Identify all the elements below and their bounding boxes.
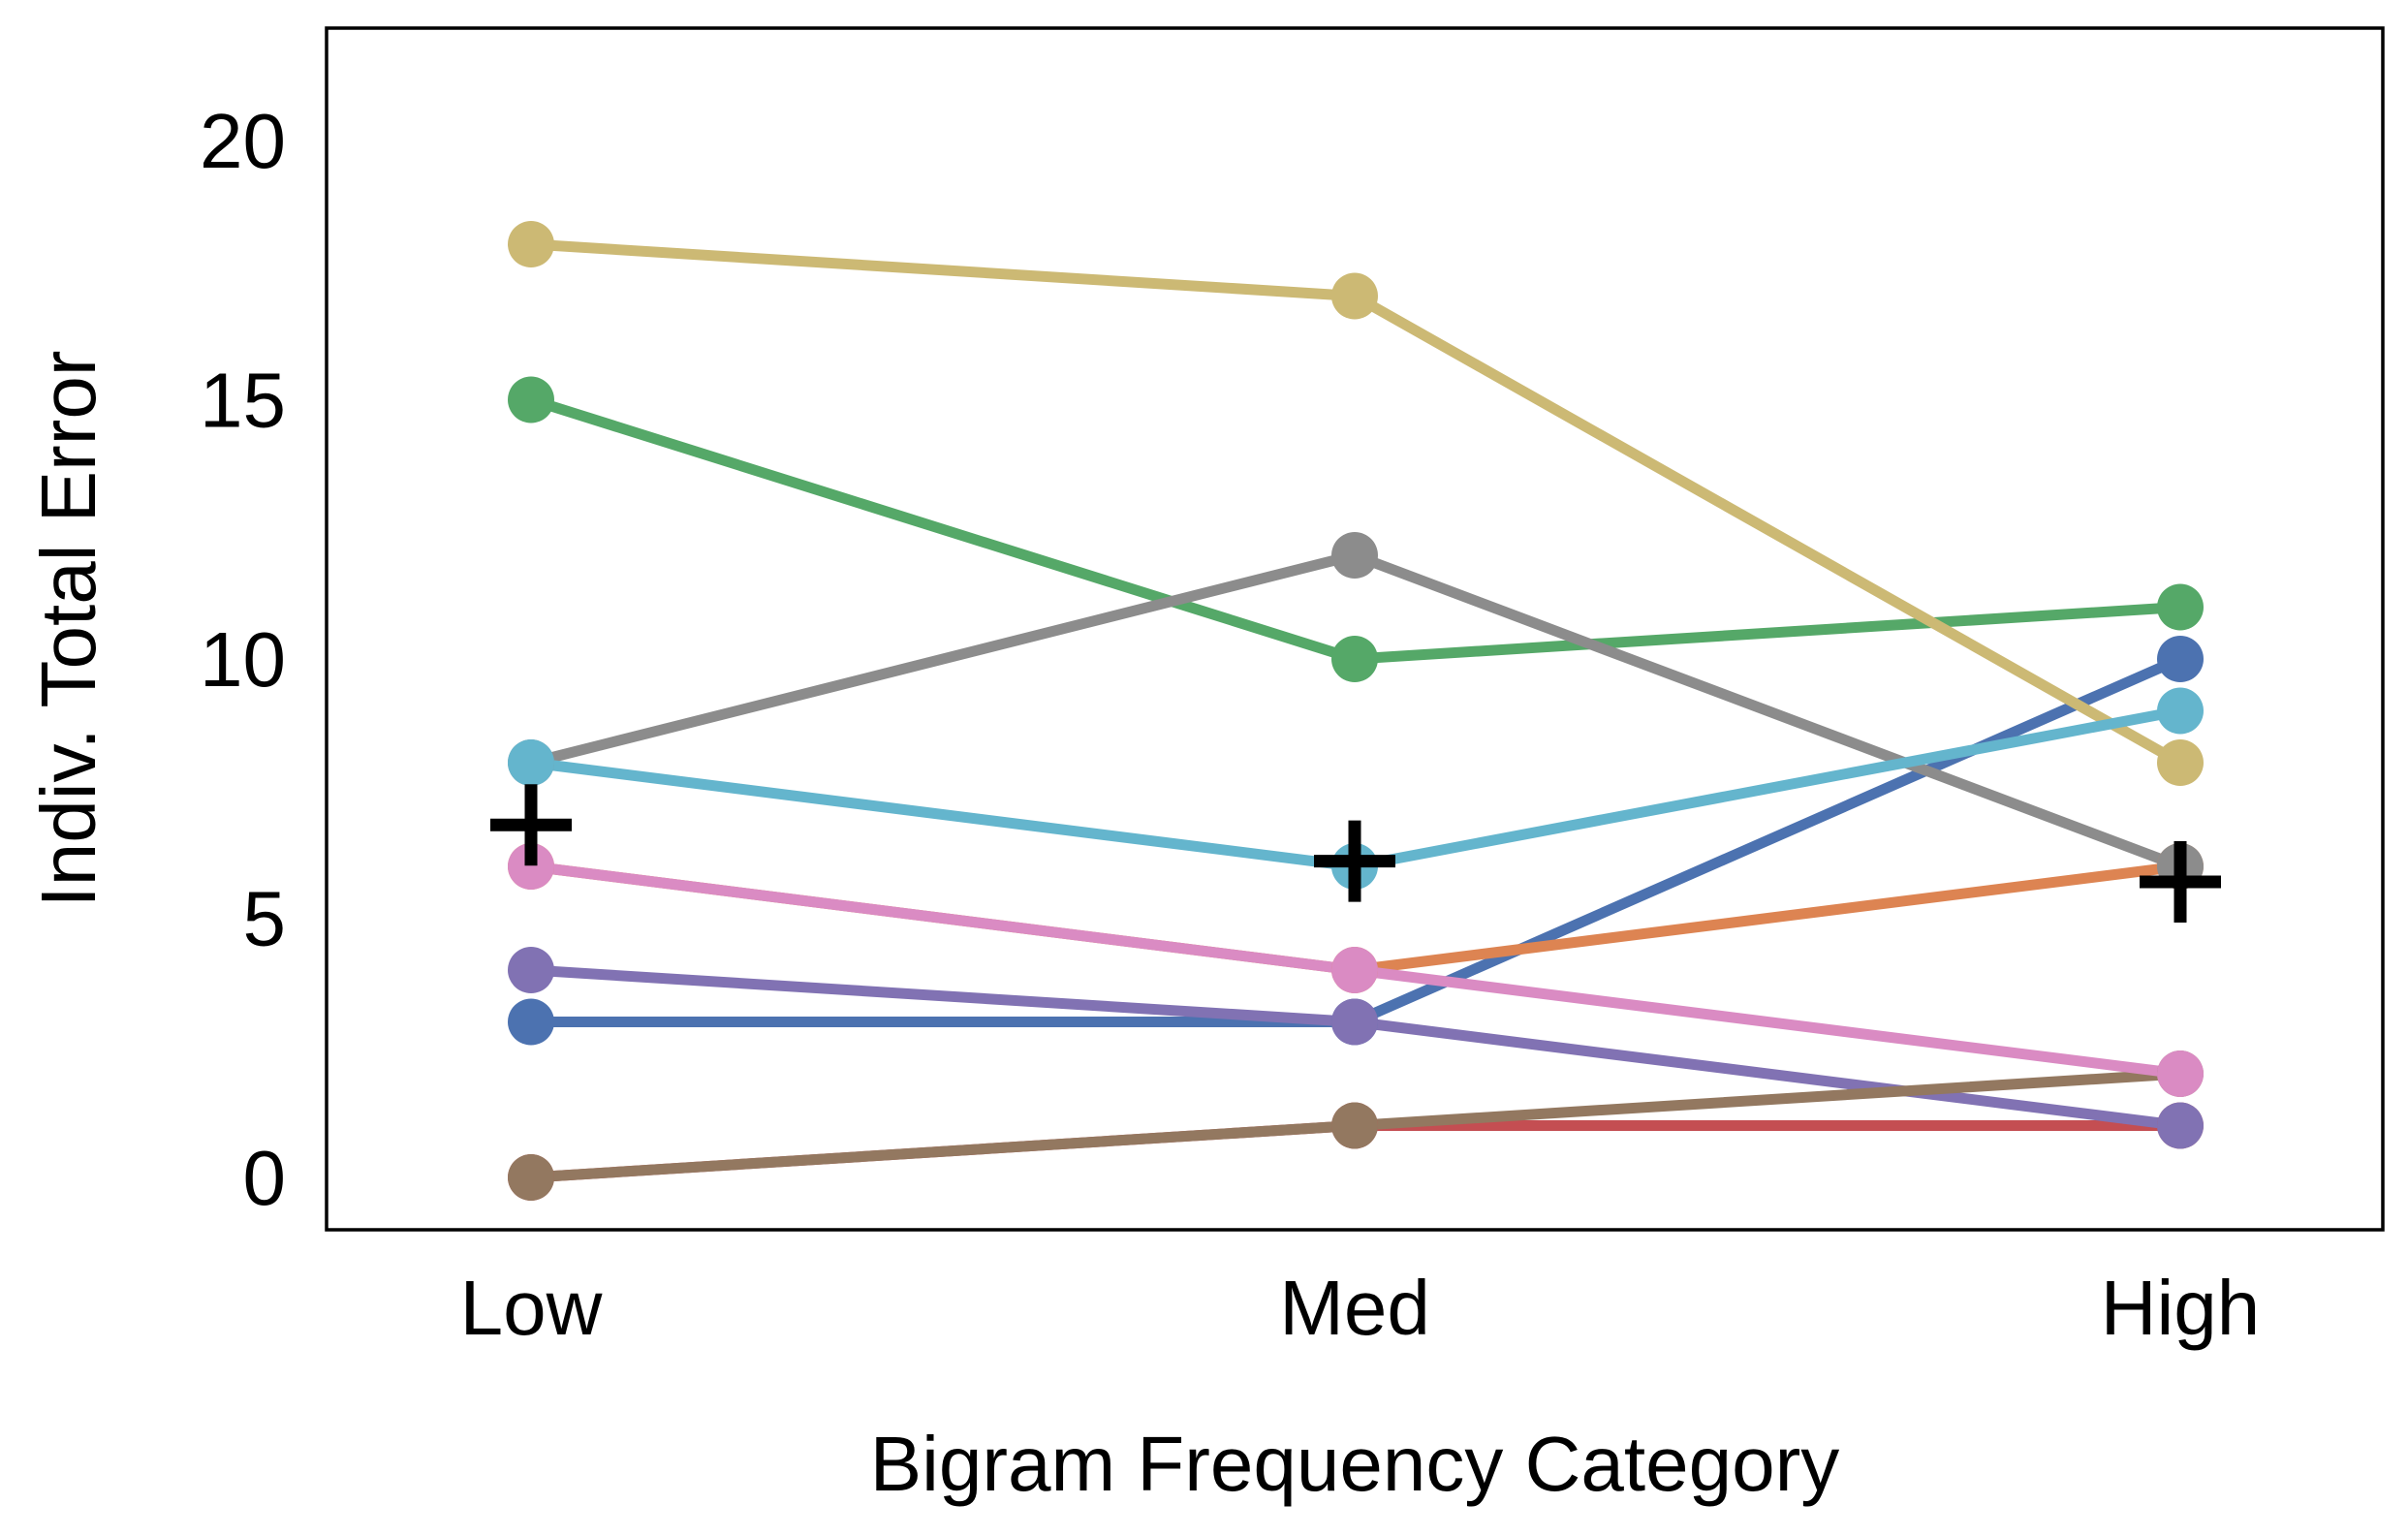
x-tick-label-med: Med (1279, 1265, 1430, 1351)
series-9-point-high (2157, 739, 2204, 786)
series-8-point-med (1331, 532, 1378, 579)
x-axis-title: Bigram Frequency Category (870, 1421, 1839, 1507)
series-6-point-low (508, 1154, 554, 1201)
mean-marker-high (2140, 841, 2221, 924)
x-tick-label-high: High (2101, 1265, 2261, 1351)
series-10-point-high (2157, 687, 2204, 735)
plot-frame (325, 26, 2385, 1232)
y-tick-label-5: 5 (243, 876, 287, 962)
series-9-point-low (508, 221, 554, 267)
series-7-point-med (1331, 947, 1378, 993)
series-5-point-low (508, 947, 554, 993)
y-tick-label-20: 20 (200, 98, 286, 184)
y-tick-labels: 0 5 10 15 20 (200, 98, 286, 1221)
mean-marker-layer (490, 784, 2221, 924)
series-7-point-low (508, 843, 554, 890)
series-9-point-med (1331, 272, 1378, 320)
mean-marker-low (490, 784, 572, 866)
x-tick-label-low: Low (460, 1265, 603, 1351)
series-3-point-low (508, 376, 554, 423)
series-3-point-high (2157, 583, 2204, 631)
series-7-point-high (2157, 1050, 2204, 1097)
series-10-point-low (508, 739, 554, 786)
y-tick-label-0: 0 (243, 1135, 287, 1221)
series-5-point-high (2157, 1102, 2204, 1149)
y-tick-label-10: 10 (200, 616, 286, 703)
mean-marker-med (1314, 820, 1395, 902)
series-1-point-high (2157, 636, 2204, 682)
series-5-point-med (1331, 998, 1378, 1046)
series-3-point-med (1331, 636, 1378, 682)
x-tick-labels: Low Med High (460, 1265, 2261, 1351)
series-layer (508, 221, 2204, 1201)
y-tick-label-15: 15 (200, 358, 286, 444)
series-1-point-low (508, 998, 554, 1046)
series-6-point-med (1331, 1102, 1378, 1149)
y-axis-title: Indiv. Total Error (25, 350, 111, 907)
